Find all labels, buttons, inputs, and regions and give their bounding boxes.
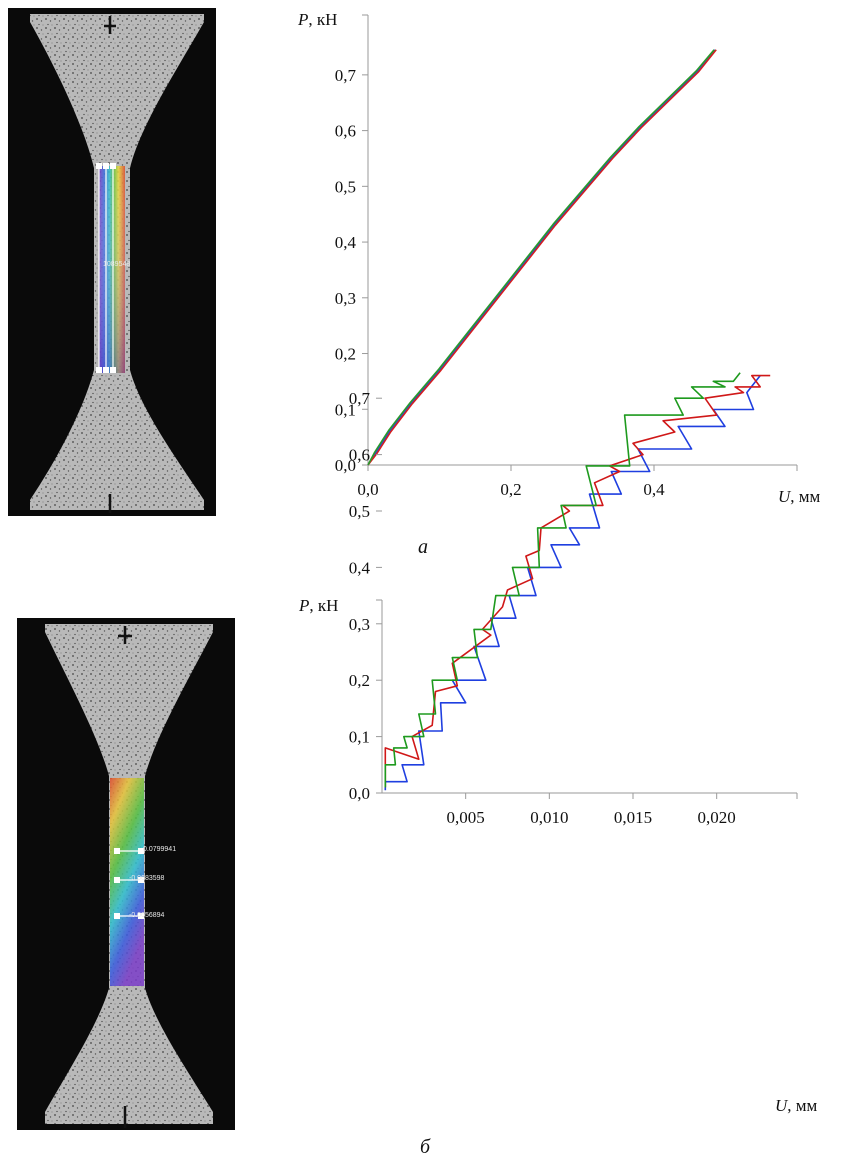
specimen-photo-a: 1089548 — [8, 8, 216, 516]
y-tick-label: 0,2 — [335, 345, 356, 364]
series-line-2 — [384, 374, 771, 788]
y-axis-label-symbol: P — [298, 596, 309, 615]
y-tick-label: 0,7 — [349, 389, 371, 408]
y-axis-label: P, кН — [297, 10, 337, 29]
y-tick-label: 0,5 — [335, 177, 356, 196]
specimen-photo-b: 0.0799941 -0.0683598 -0.0656894 — [17, 618, 235, 1130]
caption-b: б — [420, 1136, 431, 1158]
series-line-3 — [367, 49, 715, 466]
y-tick-label: 0,7 — [335, 66, 357, 85]
y-axis-label-unit: , кН — [309, 596, 338, 615]
x-axis-label: U, мм — [778, 487, 821, 506]
series-line-1 — [367, 49, 716, 466]
y-axis-label-symbol: P — [297, 10, 308, 29]
y-tick-label: 0,1 — [335, 400, 356, 419]
x-axis-label-unit: , мм — [787, 1096, 817, 1115]
x-tick-label: 0,0 — [357, 480, 378, 499]
x-axis-label: U, мм — [775, 1096, 818, 1115]
x-tick-label: 0,020 — [698, 808, 736, 827]
y-tick-label: 0,5 — [349, 502, 370, 521]
y-tick-label: 0,4 — [335, 233, 357, 252]
x-tick-label: 0,010 — [530, 808, 568, 827]
y-tick-label: 0,3 — [349, 615, 370, 634]
probe-label: -0.0683598 — [129, 875, 165, 882]
probe-label: -0.0656894 — [129, 912, 165, 919]
series-line-2 — [367, 49, 717, 466]
x-tick-label: 0,015 — [614, 808, 652, 827]
y-tick-label: 0,6 — [335, 122, 356, 141]
series-line-1 — [384, 375, 761, 791]
y-axis-label: P, кН — [298, 596, 338, 615]
x-tick-label: 0,2 — [500, 480, 521, 499]
x-axis-label-symbol: U — [778, 487, 792, 506]
y-tick-label: 0,3 — [335, 289, 356, 308]
x-axis-label-symbol: U — [775, 1096, 789, 1115]
y-axis-label-unit: , кН — [308, 10, 337, 29]
probe-label: 0.0799941 — [143, 846, 176, 853]
x-tick-label: 0,005 — [447, 808, 485, 827]
y-tick-label: 0,1 — [349, 728, 370, 747]
x-tick-label: 0,4 — [643, 480, 665, 499]
series-line-3 — [384, 372, 741, 788]
y-tick-label: 0,4 — [349, 558, 371, 577]
y-tick-label: 0,0 — [335, 456, 356, 475]
y-tick-label: 0,2 — [349, 671, 370, 690]
probe-label: 1089548 — [103, 261, 130, 268]
y-tick-label: 0,6 — [349, 446, 370, 465]
caption-a: а — [418, 536, 428, 558]
x-axis-label-unit: , мм — [790, 487, 820, 506]
y-tick-label: 0,0 — [349, 784, 370, 803]
